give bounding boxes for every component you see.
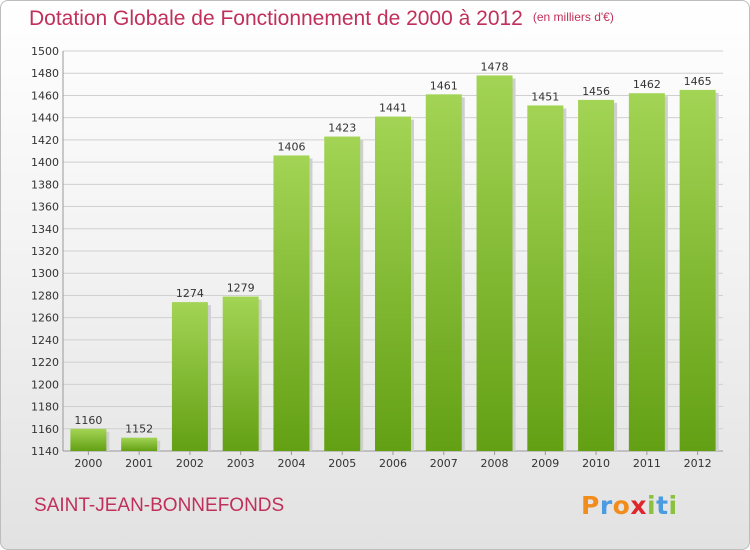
x-tick-label: 2007 [430, 457, 458, 470]
data-label: 1423 [328, 122, 356, 135]
bar-2012 [679, 89, 716, 451]
logo-letter: x [630, 491, 647, 520]
chart-subtitle: (en milliers d'€) [532, 10, 614, 24]
y-tick-label: 1340 [31, 223, 59, 236]
logo-letter: o [612, 491, 631, 520]
data-label: 1406 [277, 140, 305, 153]
bar-2010 [578, 99, 615, 451]
data-label: 1462 [633, 78, 661, 91]
x-tick-label: 2010 [582, 457, 610, 470]
y-tick-label: 1380 [31, 178, 59, 191]
data-label: 1478 [481, 60, 509, 73]
y-tick-label: 1460 [31, 89, 59, 102]
x-tick-label: 2002 [176, 457, 204, 470]
y-tick-label: 1420 [31, 134, 59, 147]
chart-title: Dotation Globale de Fonctionnement de 20… [29, 7, 614, 31]
logo-letter: t [656, 491, 669, 520]
bar-2005 [324, 136, 361, 452]
bar-2011 [628, 93, 665, 451]
x-tick-label: 2011 [633, 457, 661, 470]
logo-letter: r [599, 491, 613, 520]
bar-2002 [171, 302, 208, 451]
x-tick-label: 2000 [74, 457, 102, 470]
y-tick-label: 1440 [31, 112, 59, 125]
data-label: 1279 [227, 282, 255, 295]
y-tick-label: 1400 [31, 156, 59, 169]
data-label: 1456 [582, 85, 610, 98]
y-tick-label: 1360 [31, 201, 59, 214]
y-tick-label: 1320 [31, 245, 59, 258]
x-tick-label: 2008 [481, 457, 509, 470]
y-tick-label: 1140 [31, 445, 59, 458]
y-tick-label: 1240 [31, 334, 59, 347]
bars [70, 75, 716, 452]
logo-letter: i [647, 491, 657, 520]
x-tick-label: 2009 [531, 457, 559, 470]
y-tick-label: 1280 [31, 289, 59, 302]
logo-letter: i [668, 491, 678, 520]
y-tick-label: 1480 [31, 67, 59, 80]
y-tick-label: 1180 [31, 401, 59, 414]
bar-2006 [375, 116, 411, 452]
bar-2004 [273, 155, 310, 451]
data-labels: 1160 1152 1274 1279 1406 1423 1441 1461 1478 1451… [74, 60, 711, 435]
bar-2003 [222, 296, 259, 451]
y-tick-label: 1200 [31, 378, 59, 391]
x-tick-label: 2001 [125, 457, 153, 470]
x-tick-label: 2005 [328, 457, 356, 470]
commune-name: SAINT-JEAN-BONNEFONDS [34, 495, 285, 516]
y-axis-ticks: 1140 1160 1180 1200 1220 1240 1260 1280 1300 1320… [31, 45, 59, 458]
bar-2007 [425, 94, 462, 451]
y-tick-label: 1160 [31, 423, 59, 436]
bar-2008 [476, 75, 513, 451]
data-label: 1465 [684, 75, 712, 88]
data-label: 1274 [176, 287, 204, 300]
data-label: 1461 [430, 79, 458, 92]
data-label: 1441 [379, 102, 407, 115]
data-label: 1451 [531, 90, 559, 103]
bar-2001 [121, 437, 158, 451]
data-label: 1152 [125, 423, 153, 436]
y-tick-label: 1300 [31, 267, 59, 280]
y-tick-label: 1220 [31, 356, 59, 369]
data-label: 1160 [74, 414, 102, 427]
logo-letter: P [581, 491, 600, 520]
x-tick-label: 2004 [277, 457, 305, 470]
bar-2009 [527, 105, 564, 451]
chart-title-text: Dotation Globale de Fonctionnement de 20… [29, 7, 523, 30]
y-tick-label: 1500 [31, 45, 59, 58]
y-tick-label: 1260 [31, 312, 59, 325]
proxiti-logo: Proxiti [581, 491, 678, 520]
bar-2000 [70, 428, 107, 451]
x-tick-label: 2012 [684, 457, 712, 470]
x-axis-ticks: 2000 2001 2002 2003 2004 2005 2006 2007 2008 2009… [74, 451, 712, 470]
x-tick-label: 2003 [227, 457, 255, 470]
x-tick-label: 2006 [379, 457, 407, 470]
